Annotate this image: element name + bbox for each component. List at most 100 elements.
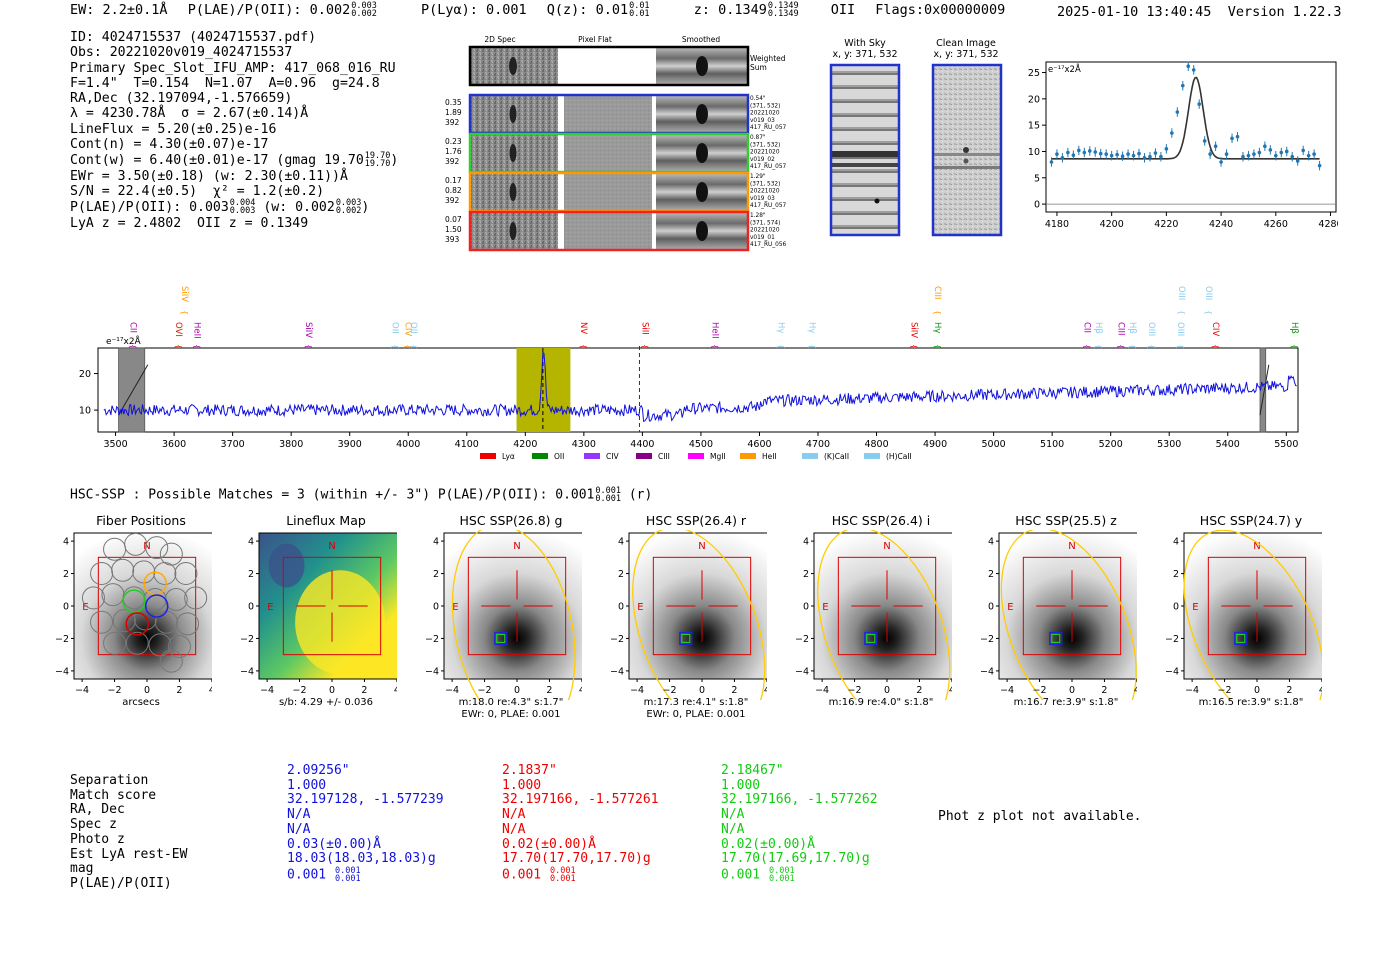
fiber-circle (174, 562, 198, 586)
data-point (1137, 151, 1141, 156)
compass-east: E (267, 602, 273, 613)
legend-label: (H)CaII (886, 452, 912, 461)
match-cell: N/A (721, 807, 745, 823)
x-tick-label: 4 (579, 685, 582, 696)
y-tick-label: −4 (55, 666, 69, 677)
y-tick-label: 0 (803, 602, 809, 613)
compass-north: N (328, 541, 335, 552)
match-cell: 2.09256" (287, 763, 350, 778)
data-point (1306, 153, 1311, 158)
cutout-caption: arcsecs (122, 697, 160, 708)
compass-north: N (883, 541, 890, 552)
x-tick-label: −4 (75, 685, 89, 696)
fiber-green (122, 589, 146, 613)
cutout-image (814, 533, 952, 679)
match-box-green (681, 633, 691, 644)
lineflux-hole (268, 543, 305, 588)
cutout-title: HSC SSP(26.4) i (831, 513, 931, 528)
highlight-region (516, 348, 571, 432)
cutout-caption: m:16.7 re:3.9" s:1.8" (1013, 697, 1119, 708)
z-value: z: 0.1349 0.1349 0.1349 OII (693, 1, 856, 19)
legend-swatch (864, 453, 880, 459)
x-tick-label: 4 (209, 685, 212, 696)
emission-line-label: Hβ (1127, 322, 1137, 334)
x-tick-label: −4 (630, 685, 644, 696)
y-tick-label: −4 (1165, 666, 1179, 677)
data-point (1197, 102, 1202, 106)
data-point (1170, 131, 1174, 135)
plae-value: P(LAE)/P(OII): 0.002 0.003 0.002 (187, 1, 377, 19)
legend-swatch (532, 453, 548, 459)
cutout-right-label: v019_02 (750, 157, 775, 163)
emission-line-brace: { (776, 344, 785, 349)
y-tick-label: 0 (618, 602, 624, 613)
data-point (1142, 155, 1147, 160)
compass-east: E (452, 602, 458, 613)
cutout-caption: s/b: 4.29 +/- 0.036 (278, 697, 374, 708)
y-tick-label: 0 (248, 602, 254, 613)
y-tick-label: −2 (425, 634, 439, 645)
x-tick-label: 5200 (1099, 439, 1123, 450)
x-tick-label: 4220 (1154, 219, 1178, 230)
fiber-circle (81, 586, 105, 610)
x-tick-label: −2 (478, 685, 492, 696)
cutout-right-label: (371, 532) (750, 142, 780, 148)
y-tick-label: 0 (1173, 602, 1179, 613)
fit-axes-frame (1045, 61, 1337, 213)
x-tick-label: −2 (1218, 685, 1232, 696)
legend-swatch (688, 453, 704, 459)
data-point (1148, 154, 1152, 159)
qz-value: Q(z): 0.01 0.01 0.01 (546, 1, 650, 19)
emission-line-brace: { (180, 310, 189, 315)
data-point (1098, 151, 1103, 156)
galaxy-ellipse (817, 530, 951, 700)
y-tick-label: 15 (1028, 121, 1040, 132)
compass-north: N (698, 541, 705, 552)
y-tick-label: 25 (1028, 68, 1040, 79)
cutout-left-label: 0.23 (445, 137, 462, 146)
datetime-version: 2025-01-10 13:40:45 Version 1.22.3 (1057, 4, 1342, 20)
data-point (1224, 152, 1229, 156)
legend-label: CIV (606, 452, 619, 461)
match-cell: 0.03(±0.00)Å (287, 836, 381, 852)
x-tick-label: 2 (361, 685, 367, 696)
x-tick-label: 0 (884, 685, 890, 696)
cutout-panel: N E −4 −2 0 2 4 −4 −2 0 2 4 (240, 532, 397, 696)
cutout-right-label: 1.29" (750, 174, 766, 180)
legend-swatch (636, 453, 652, 459)
col-label-2d: 2D Spec (484, 35, 515, 44)
y-tick-label: 0 (63, 602, 69, 613)
match-box-blue (1234, 631, 1248, 646)
x-tick-label: 2 (1286, 685, 1292, 696)
x-tick-label: 4300 (572, 439, 596, 450)
cutout-left-label: 1.76 (445, 147, 462, 156)
x-tick-label: 2 (1101, 685, 1107, 696)
fiber-circle (176, 612, 200, 636)
data-point (1317, 163, 1322, 168)
info-lineflux: LineFlux = 5.20(±0.25)e-16 (70, 121, 277, 137)
data-point (1290, 154, 1295, 159)
lineflux-blob (295, 570, 386, 675)
with-sky-title: With Sky x, y: 371, 532 (832, 38, 898, 60)
match-cell: 0.02(±0.00)Å (721, 836, 815, 852)
cutout-right-label: v019_03 (750, 196, 775, 202)
x-tick-label: 2 (176, 685, 182, 696)
compass-north: N (143, 541, 150, 552)
emission-line-brace: { (1176, 344, 1185, 349)
cutout-title: HSC SSP(24.7) y (1199, 513, 1303, 528)
data-point (1104, 152, 1108, 156)
weighted-sum-row: Weighted Sum (468, 45, 786, 87)
info-radec: RA,Dec (32.197094,-1.576659) (70, 91, 293, 107)
full-spectrum-plot: 3500 3600 3700 3800 3900 4000 4100 4200 4300 4400… (79, 286, 1299, 461)
cutout-panel: N E −4 −2 0 2 4 −4 −2 0 2 4 (980, 530, 1137, 700)
cutout-image (629, 533, 767, 679)
x-tick-label: 3800 (279, 439, 303, 450)
fiber-circle (111, 558, 135, 582)
emission-line-brace: { (1204, 310, 1213, 315)
x-tick-label: 4800 (864, 439, 888, 450)
match-cell: 0.001 0.001 0.001 (287, 865, 361, 884)
x-tick-label: 3700 (221, 439, 245, 450)
info-primary: Primary Spec_Slot_IFU_AMP: 417_068_016_R… (70, 60, 396, 76)
match-cell: N/A (287, 807, 311, 823)
